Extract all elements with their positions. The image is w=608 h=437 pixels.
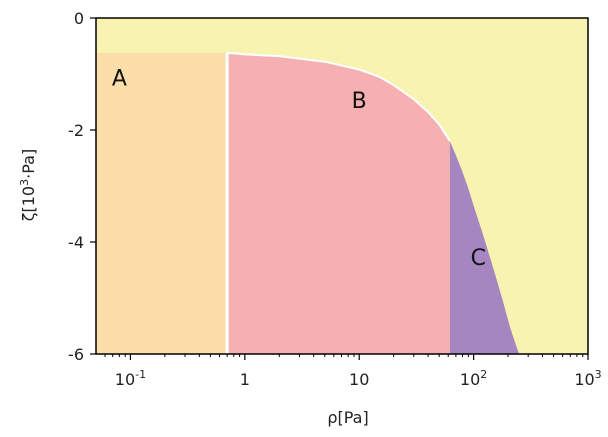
y-axis-title-base: ζ[10 [19, 186, 38, 221]
x-tick-label-base: 10 [115, 370, 135, 389]
region-label-a: A [112, 67, 127, 92]
x-tick-label-sup: 3 [595, 368, 602, 381]
region-b [227, 52, 450, 354]
x-tick-label: 1 [240, 370, 250, 389]
plot-frame [95, 17, 589, 355]
x-tick-label: 10-1 [115, 368, 146, 389]
y-axis-title-tail: ·Pa] [19, 149, 38, 179]
x-tick-label: 10 [349, 370, 369, 389]
x-tick-label-base: 1 [240, 370, 250, 389]
y-tick-label: -2 [68, 121, 84, 140]
y-axis-title-sup: 3 [18, 179, 31, 186]
boundary-edge [227, 51, 451, 142]
region-a [96, 52, 228, 354]
x-tick-label-base: 10 [349, 370, 369, 389]
plot-area: A B C [96, 18, 588, 354]
region-c [449, 141, 520, 354]
x-tick-label-base: 10 [574, 370, 594, 389]
region-label-b: B [352, 89, 367, 114]
y-tick-label: 0 [74, 9, 84, 28]
x-tick-label-sup: 2 [480, 368, 487, 381]
x-axis-title: ρ[Pa] [327, 408, 368, 427]
x-tick-label: 102 [460, 368, 487, 389]
y-tick-label: -4 [68, 233, 84, 252]
region-label-c: C [471, 246, 486, 271]
y-tick-label: -6 [68, 345, 84, 364]
x-tick-label-sup: -1 [135, 368, 146, 381]
x-tick-label-base: 10 [460, 370, 480, 389]
x-tick-label: 103 [574, 368, 601, 389]
y-axis-title: ζ[103·Pa] [18, 149, 39, 221]
